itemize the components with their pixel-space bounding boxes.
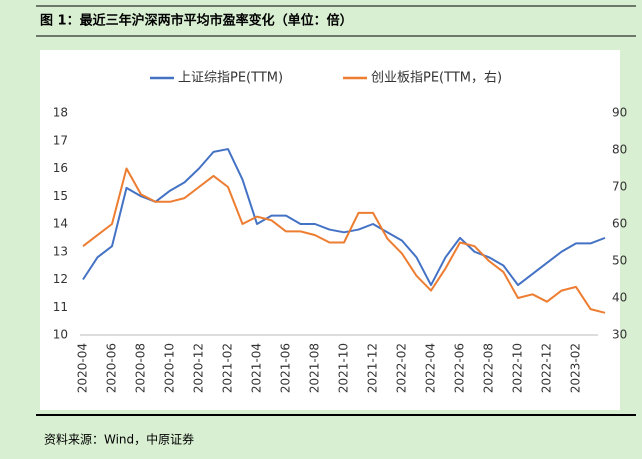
y2-tick-label: 30	[612, 328, 627, 342]
y-tick-label: 16	[53, 161, 68, 175]
legend-label: 上证综指PE(TTM)	[178, 71, 283, 86]
x-tick-label: 2022-08	[482, 343, 496, 393]
y-tick-label: 10	[53, 328, 68, 342]
x-tick-label: 2020-04	[76, 343, 90, 393]
y-tick-label: 12	[53, 272, 68, 286]
x-tick-label: 2021-12	[366, 343, 380, 393]
x-tick-label: 2020-12	[192, 343, 206, 393]
y-tick-label: 17	[53, 133, 68, 147]
y-tick-label: 15	[53, 189, 68, 203]
legend-label: 创业板指PE(TTM，右)	[371, 71, 502, 86]
y-tick-label: 13	[53, 244, 68, 258]
y2-tick-label: 50	[612, 254, 627, 268]
x-tick-label: 2022-04	[424, 343, 438, 393]
x-tick-label: 2022-02	[395, 343, 409, 393]
y2-tick-label: 80	[612, 143, 627, 157]
y2-tick-label: 60	[612, 217, 627, 231]
x-tick-label: 2021-10	[337, 343, 351, 393]
x-tick-label: 2021-08	[308, 343, 322, 393]
series-line	[82, 148, 606, 287]
y-tick-label: 11	[53, 300, 68, 314]
x-tick-label: 2022-10	[511, 343, 525, 393]
x-tick-label: 2023-02	[569, 343, 583, 393]
y-tick-label: 14	[53, 217, 68, 231]
y2-tick-label: 90	[612, 106, 627, 120]
x-tick-label: 2021-04	[250, 343, 264, 393]
x-tick-label: 2020-08	[134, 343, 148, 393]
figure-title: 图 1：最近三年沪深两市平均市盈率变化（单位：倍）	[40, 13, 353, 29]
series-line	[82, 167, 606, 314]
y2-tick-label: 70	[612, 180, 627, 194]
x-tick-label: 2022-06	[453, 343, 467, 393]
y-tick-label: 18	[53, 106, 68, 120]
x-tick-label: 2021-02	[221, 343, 235, 393]
source: 资料来源：Wind，中原证券	[44, 432, 194, 447]
y2-tick-label: 40	[612, 291, 627, 305]
x-tick-label: 2021-06	[279, 343, 293, 393]
x-tick-label: 2020-10	[163, 343, 177, 393]
x-tick-label: 2020-06	[105, 343, 119, 393]
x-tick-label: 2022-12	[540, 343, 554, 393]
